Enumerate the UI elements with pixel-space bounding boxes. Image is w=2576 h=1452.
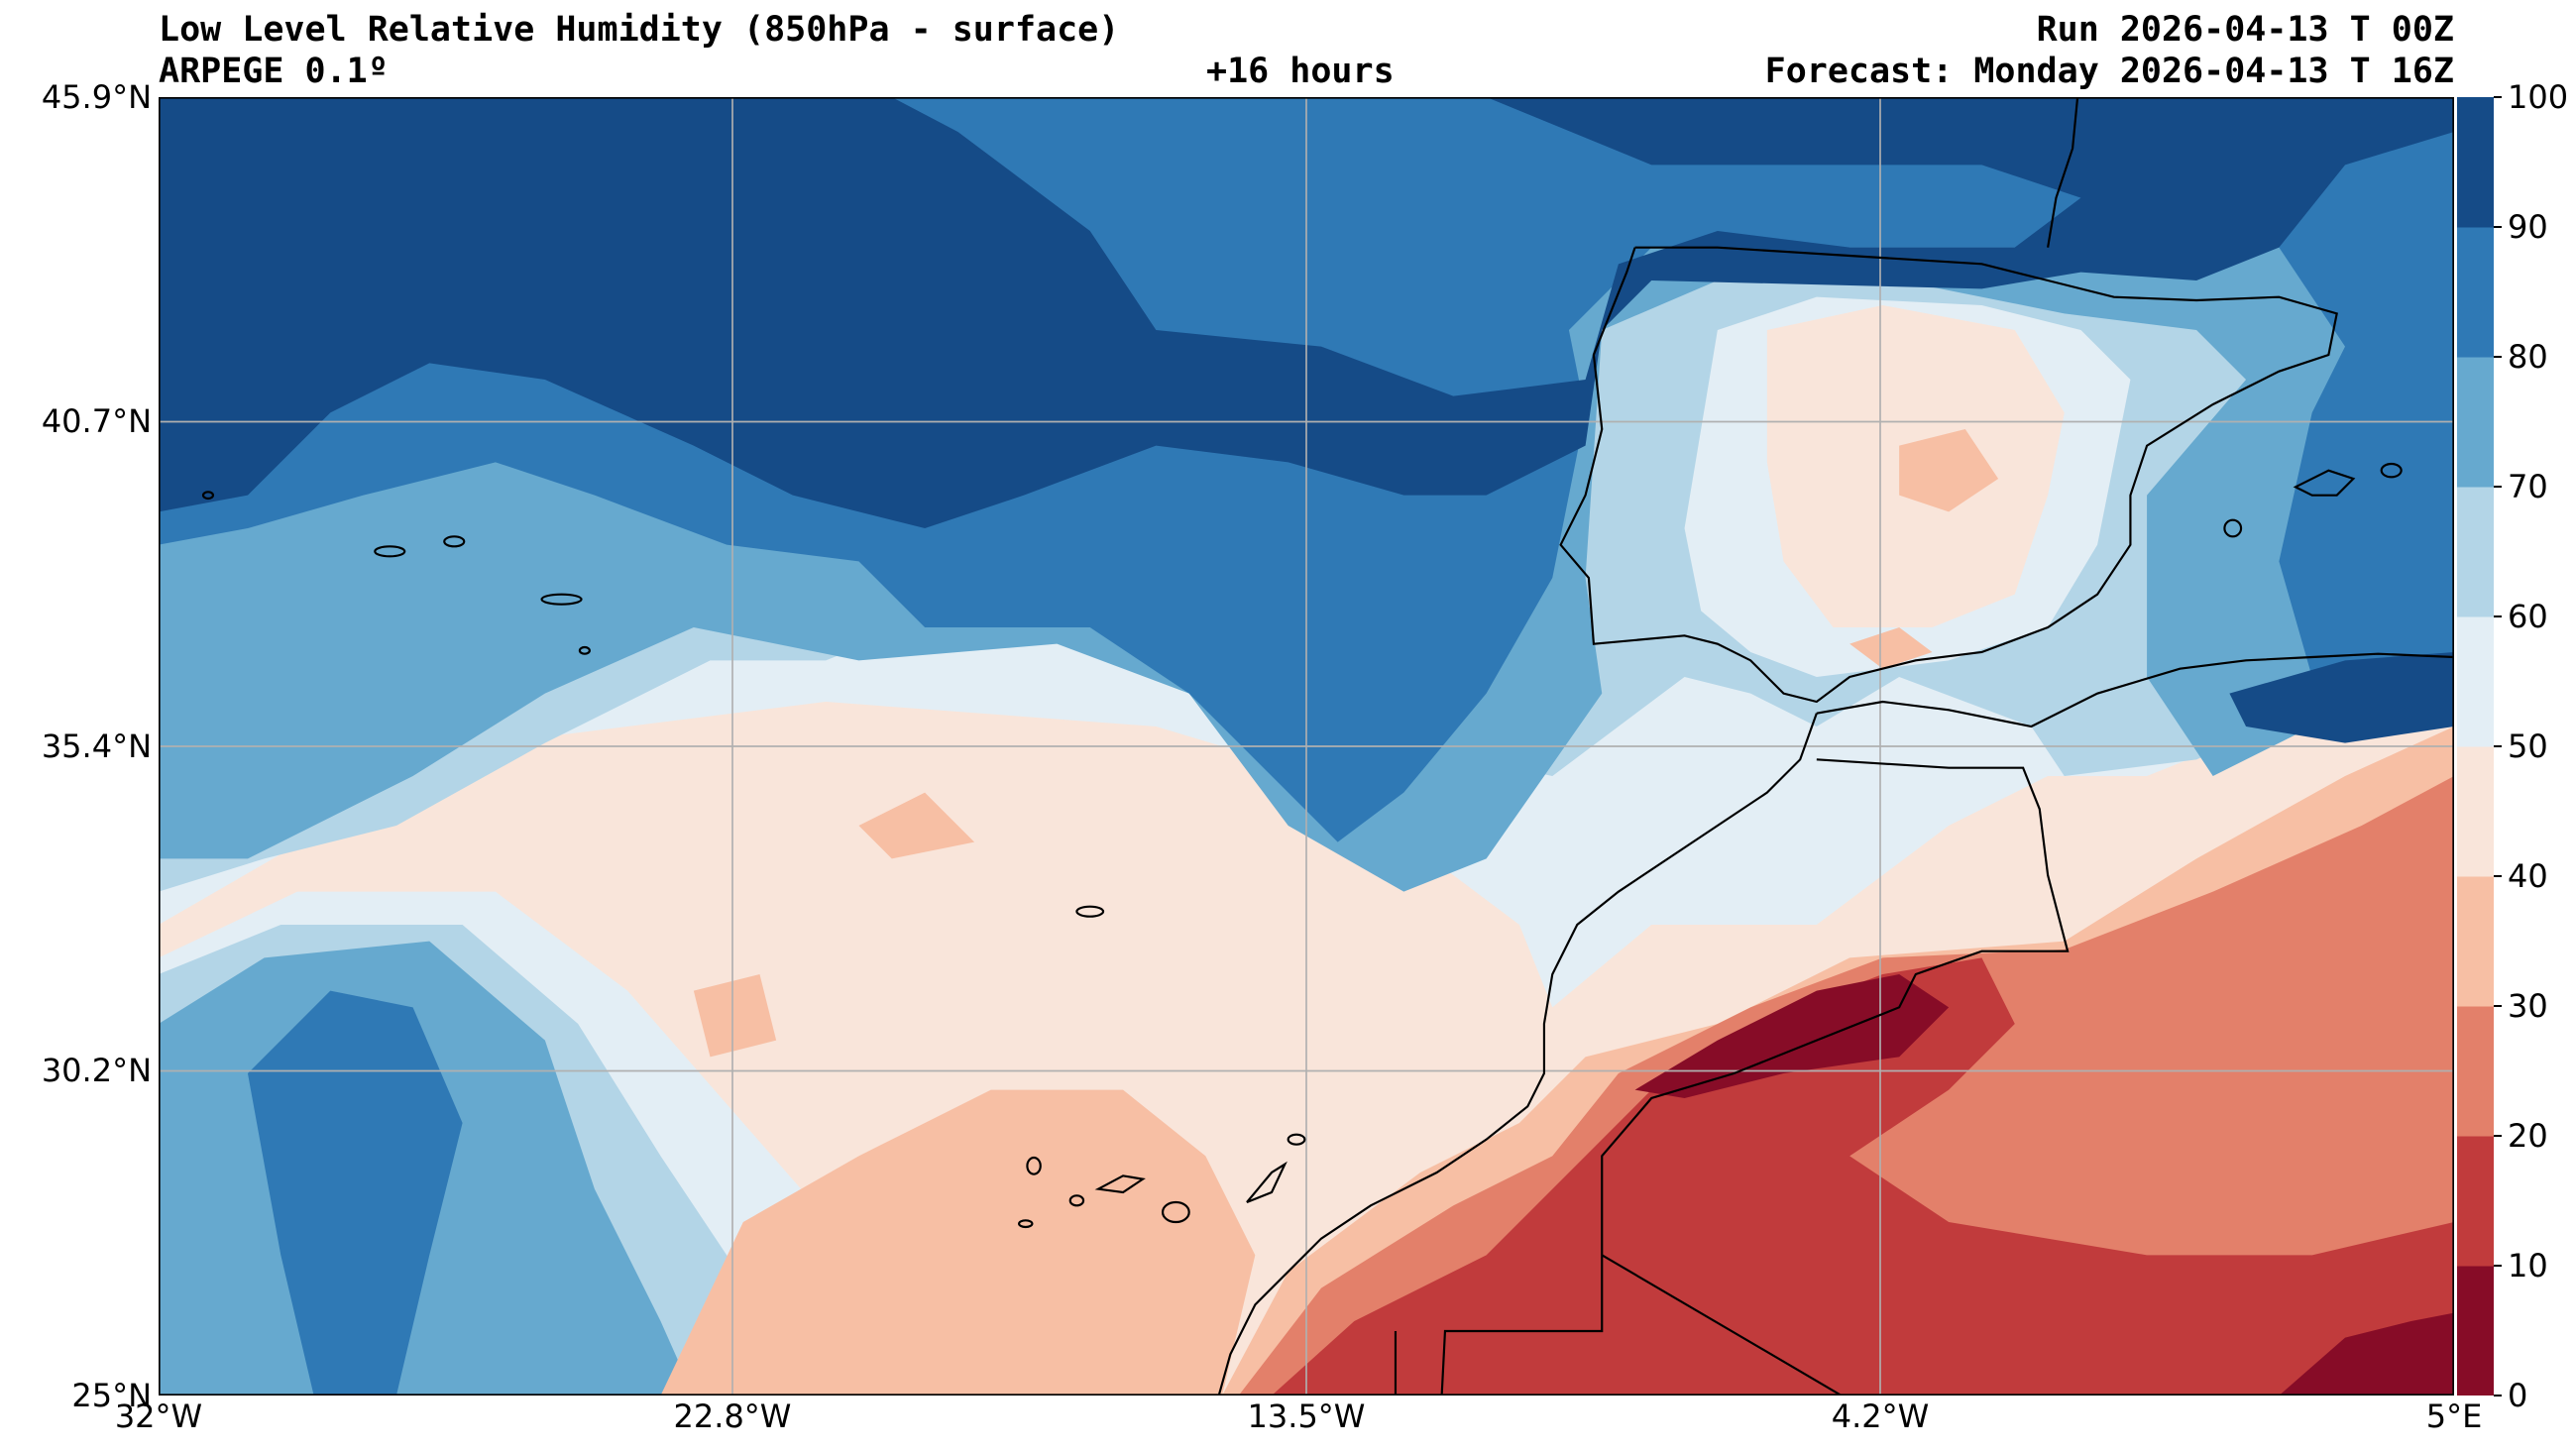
humidity-map — [159, 97, 2454, 1396]
colorbar — [2457, 97, 2494, 1396]
colorbar-segment — [2457, 616, 2494, 747]
colorbar-tick — [2494, 356, 2502, 358]
colorbar-tick — [2494, 1265, 2502, 1267]
x-tick-label: 4.2°W — [1831, 1397, 1930, 1435]
colorbar-tick-label: 50 — [2508, 727, 2548, 765]
x-tick-label: 22.8°W — [673, 1397, 792, 1435]
colorbar-segment — [2457, 1266, 2494, 1396]
model-label: ARPEGE 0.1º — [159, 52, 389, 91]
colorbar-segment — [2457, 487, 2494, 617]
run-label: Run 2026-04-13 T 00Z — [2036, 10, 2454, 50]
colorbar-tick-label: 40 — [2508, 857, 2548, 895]
colorbar-tick — [2494, 96, 2502, 98]
rh-0-10-region — [1634, 974, 2454, 1396]
rh-30-40-region — [660, 792, 1256, 1396]
rh-90-100-med — [2229, 652, 2454, 743]
rh-10-20-region — [1272, 957, 2454, 1396]
colorbar-tick-label: 70 — [2508, 468, 2548, 505]
colorbar-segment — [2457, 1136, 2494, 1267]
y-tick-label: 45.9°N — [41, 78, 152, 116]
colorbar-segment — [2457, 746, 2494, 877]
colorbar-tick — [2494, 875, 2502, 877]
rh-30-40-iberia — [1849, 429, 1999, 669]
lead-time: +16 hours — [1206, 52, 1395, 91]
y-tick-label: 30.2°N — [41, 1052, 152, 1089]
colorbar-tick — [2494, 1395, 2502, 1396]
colorbar-tick — [2494, 226, 2502, 228]
colorbar-tick — [2494, 745, 2502, 747]
colorbar-segment — [2457, 227, 2494, 358]
colorbar-tick — [2494, 1135, 2502, 1137]
colorbar-segment — [2457, 1006, 2494, 1137]
gridlines — [159, 97, 2454, 1396]
colorbar-tick — [2494, 486, 2502, 488]
y-tick-label: 25°N — [71, 1377, 152, 1414]
colorbar-tick-label: 30 — [2508, 987, 2548, 1025]
x-tick-label: 5°E — [2425, 1397, 2483, 1435]
x-tick-label: 32°W — [114, 1397, 203, 1435]
colorbar-tick-label: 10 — [2508, 1247, 2548, 1284]
x-tick-label: 13.5°W — [1247, 1397, 1366, 1435]
colorbar-tick-label: 100 — [2508, 78, 2569, 116]
colorbar-segment — [2457, 876, 2494, 1007]
colorbar-tick-label: 80 — [2508, 338, 2548, 376]
colorbar-segment — [2457, 97, 2494, 228]
coastlines — [201, 97, 2454, 1396]
colorbar-tick-label: 90 — [2508, 208, 2548, 246]
y-tick-label: 40.7°N — [41, 402, 152, 440]
colorbar-tick — [2494, 615, 2502, 617]
colorbar-tick — [2494, 1005, 2502, 1007]
colorbar-tick-label: 0 — [2508, 1377, 2528, 1414]
forecast-label: Forecast: Monday 2026-04-13 T 16Z — [1764, 52, 2454, 91]
colorbar-tick-label: 20 — [2508, 1117, 2548, 1155]
colorbar-segment — [2457, 357, 2494, 488]
colorbar-tick-label: 60 — [2508, 598, 2548, 635]
chart-title: Low Level Relative Humidity (850hPa - su… — [159, 10, 1120, 50]
y-tick-label: 35.4°N — [41, 727, 152, 765]
rh-80-90-sw — [247, 990, 463, 1396]
